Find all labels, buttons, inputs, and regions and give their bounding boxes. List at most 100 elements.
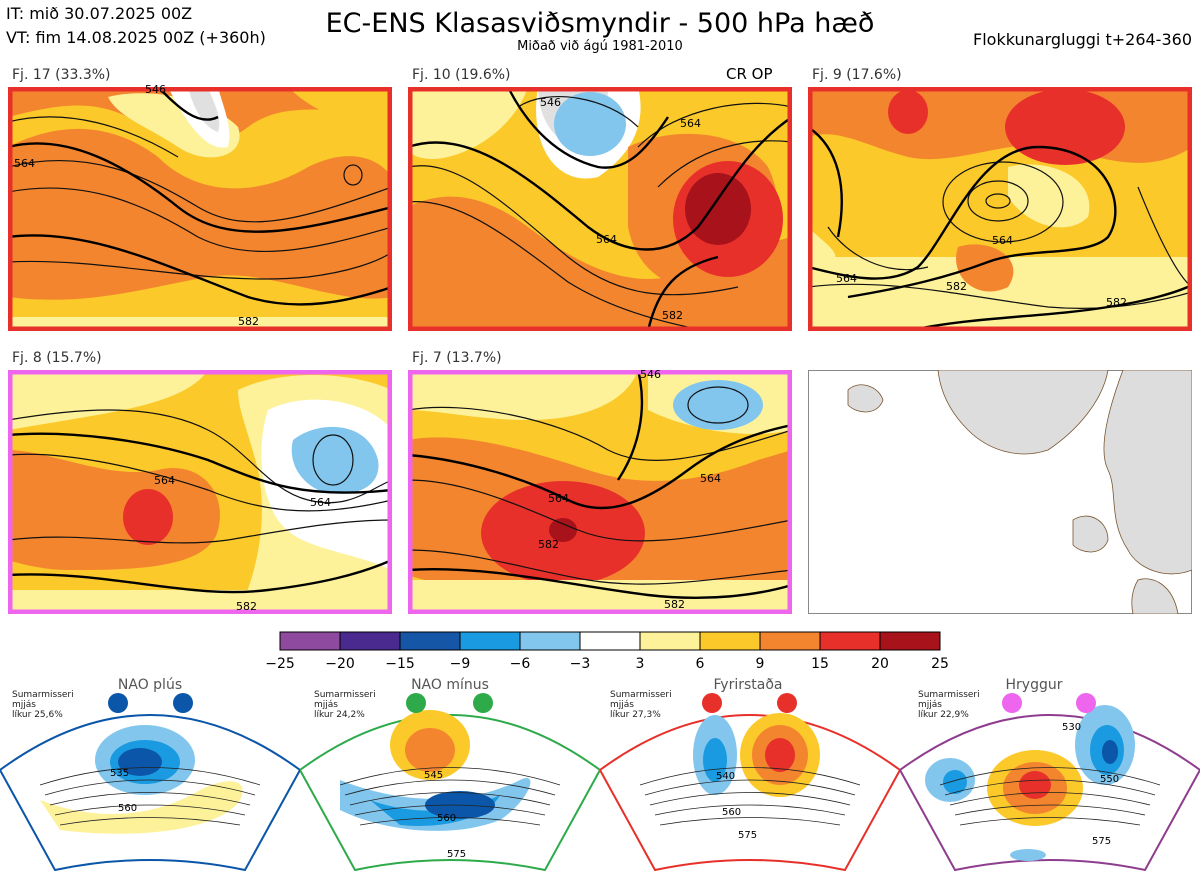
regime-4-contour-1: 530 [1062, 722, 1082, 733]
regime-1-contour-1: 535 [110, 768, 130, 779]
regime-3-map [600, 713, 900, 871]
colorbar-tick-label: 15 [811, 656, 829, 672]
regime-3-contour-1: 540 [716, 771, 736, 782]
regime-3-dot-left [702, 693, 722, 713]
regime-2-line1: Sumarmisseri [314, 690, 376, 700]
panel-3-contour-1: 564 [836, 272, 857, 285]
panel-5-contour-1: 564 [548, 492, 569, 505]
panel-4-map [8, 370, 392, 614]
regime-1-season: Sumarmisseri mjjás líkur 25,6% [12, 690, 74, 720]
colorbar-segment [579, 631, 641, 651]
regime-4-line1: Sumarmisseri [918, 690, 980, 700]
regime-1-line3: líkur 25,6% [12, 710, 63, 720]
colorbar-segment [399, 631, 461, 651]
regime-1-dot-right [173, 693, 193, 713]
panel-3-contour-4: 582 [1106, 296, 1127, 309]
regime-1-dot-left [108, 693, 128, 713]
regime-2-line2: mjjás [314, 700, 338, 710]
panel-5-map [408, 370, 792, 614]
colorbar-segment [279, 631, 341, 651]
regime-3-line2: mjjás [610, 700, 634, 710]
panel-4-contour-2: 564 [310, 496, 331, 509]
colorbar-segment [339, 631, 401, 651]
colorbar-tick-label: 20 [871, 656, 889, 672]
regime-1-title: NAO plús [117, 677, 183, 693]
colorbar [279, 631, 941, 651]
regime-3-contour-3: 575 [738, 830, 758, 841]
regime-2-map [300, 710, 600, 871]
panel-2-map [408, 87, 792, 331]
colorbar-tick-label: 3 [635, 656, 645, 672]
regime-3-contour-2: 560 [722, 807, 742, 818]
colorbar-segment [879, 631, 941, 651]
regime-3-title: Fyrirstaða [713, 677, 783, 693]
regime-4-dot-right [1076, 693, 1096, 713]
regime-2-dot-right [473, 693, 493, 713]
regime-4-contour-3: 575 [1092, 836, 1112, 847]
panel-1-label: Fj. 17 (33.3%) [12, 67, 111, 83]
panel-2-contour-1: 564 [680, 117, 701, 130]
regime-4-line3: líkur 22,9% [918, 710, 969, 720]
valid-time: VT: fim 14.08.2025 00Z (+360h) [6, 28, 266, 47]
regime-1-line1: Sumarmisseri [12, 690, 74, 700]
regime-3-line1: Sumarmisseri [610, 690, 672, 700]
panel-1-map [8, 87, 392, 331]
colorbar-tick-label: −6 [509, 656, 531, 672]
colorbar-tick-label: −3 [569, 656, 591, 672]
panel-2-extra: CR OP [726, 65, 773, 83]
colorbar-segment [759, 631, 821, 651]
regime-4-dot-left [1002, 693, 1022, 713]
regime-2-contour-2: 560 [437, 813, 457, 824]
panel-1-contour-3: 582 [238, 315, 259, 328]
colorbar-tick-label: −20 [325, 656, 355, 672]
panel-3-contour-2: 582 [946, 280, 967, 293]
regime-4-title: Hryggur [1005, 677, 1063, 693]
page-subtitle: Miðað við ágú 1981-2010 [517, 39, 683, 54]
colorbar-segment [639, 631, 701, 651]
regime-2-season: Sumarmisseri mjjás líkur 24,2% [314, 690, 376, 720]
panel-5-contour-3: 564 [700, 472, 721, 485]
regime-2-title: NAO mínus [411, 677, 489, 693]
panel-4-contour-1: 564 [154, 474, 175, 487]
regime-2-line3: líkur 24,2% [314, 710, 365, 720]
regime-1-map [0, 714, 300, 871]
colorbar-segment [819, 631, 881, 651]
colorbar-tick-label: −9 [449, 656, 471, 672]
window-label: Flokkunargluggi t+264-360 [973, 30, 1192, 49]
panel-5-label: Fj. 7 (13.7%) [412, 350, 502, 366]
colorbar-segment [459, 631, 521, 651]
regime-4-contour-2: 550 [1100, 774, 1120, 785]
panel-2-contour-4: 582 [662, 309, 683, 322]
panel-5-contour-2: 582 [538, 538, 559, 551]
colorbar-tick-label: 6 [695, 656, 705, 672]
page-title: EC-ENS Klasasviðsmyndir - 500 hPa hæð [325, 8, 875, 39]
colorbar-segment [699, 631, 761, 651]
panel-2-label: Fj. 10 (19.6%) [412, 67, 511, 83]
panel-5-contour-4: 582 [664, 598, 685, 611]
colorbar-tick-label: 9 [755, 656, 765, 672]
regime-3-season: Sumarmisseri mjjás líkur 27,3% [610, 690, 672, 720]
panel-2-contour-2: 546 [540, 96, 561, 109]
regime-dots [108, 693, 1096, 713]
regime-1-line2: mjjás [12, 700, 36, 710]
regime-4-map [900, 705, 1200, 871]
panel-3-label: Fj. 9 (17.6%) [812, 67, 902, 83]
panel-4-contour-3: 582 [236, 600, 257, 613]
regime-2-dot-left [406, 693, 426, 713]
regime-4-season: Sumarmisseri mjjás líkur 22,9% [918, 690, 980, 720]
initial-time: IT: mið 30.07.2025 00Z [6, 4, 193, 23]
panel-3-contour-3: 564 [992, 234, 1013, 247]
panel-2-contour-3: 564 [596, 233, 617, 246]
colorbar-tick-label: 25 [931, 656, 949, 672]
regime-2-contour-1: 545 [424, 770, 444, 781]
panel-5-contour-5: 546 [640, 368, 661, 381]
regime-3-dot-right [777, 693, 797, 713]
colorbar-tick-label: −15 [385, 656, 415, 672]
panel-1-contour-2: 546 [145, 83, 166, 96]
colorbar-segment [519, 631, 581, 651]
panel-6-map [808, 370, 1192, 614]
regime-1-contour-2: 560 [118, 803, 138, 814]
regime-4-line2: mjjás [918, 700, 942, 710]
panel-4-label: Fj. 8 (15.7%) [12, 350, 102, 366]
colorbar-tick-label: −25 [265, 656, 295, 672]
